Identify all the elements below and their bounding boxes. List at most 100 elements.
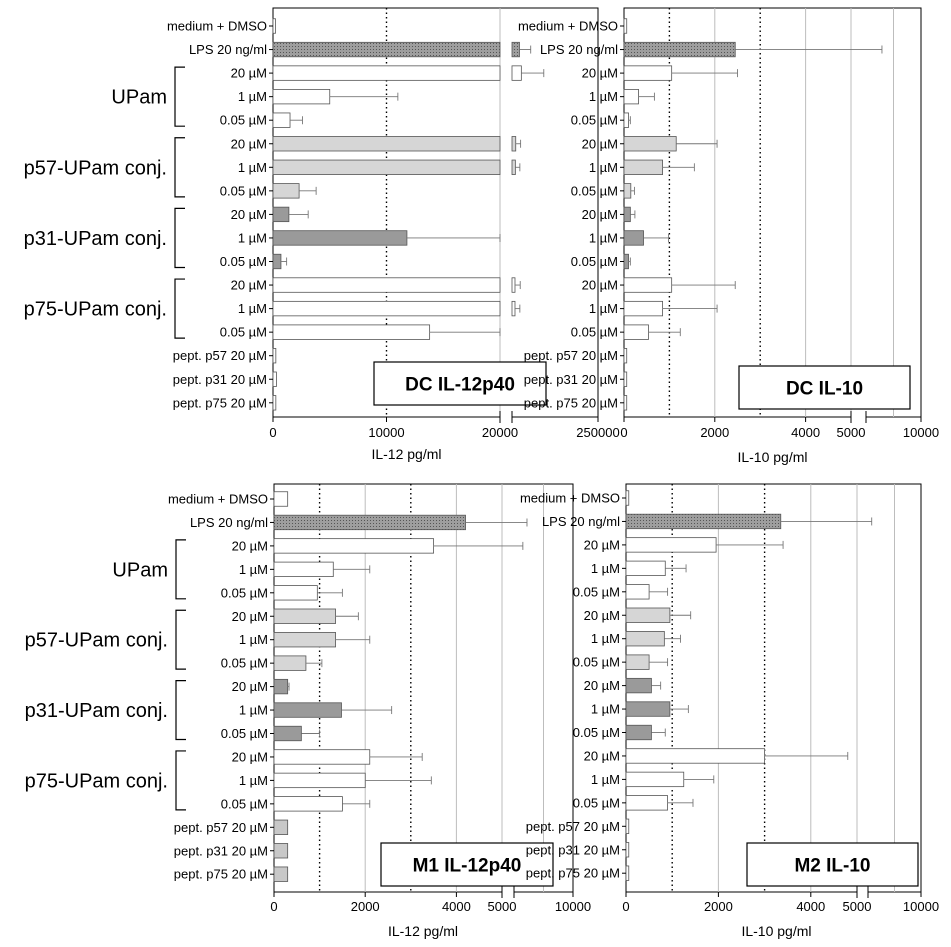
row-label: 1 µM — [589, 160, 618, 175]
bar — [273, 819, 289, 835]
row-label: pept. p57 20 µM — [526, 819, 620, 834]
bar — [272, 371, 277, 387]
row-label: pept. p75 20 µM — [173, 395, 267, 410]
chart-title: DC IL-12p40 — [405, 375, 515, 396]
bar — [272, 206, 290, 223]
row-label: pept. p75 20 µM — [174, 867, 268, 882]
bar — [623, 300, 663, 317]
x-tick-label: 4000 — [791, 425, 820, 440]
bar — [273, 866, 289, 882]
bar — [511, 159, 516, 175]
row-label: 20 µM — [231, 207, 267, 222]
bar — [272, 395, 277, 411]
row-label: 20 µM — [584, 748, 620, 763]
row-label: 0.05 µM — [571, 113, 618, 128]
row-label: medium + DMSO — [518, 19, 618, 34]
group-label: p75-UPam conj. — [25, 770, 168, 792]
bar — [272, 136, 501, 152]
row-label: 0.05 µM — [573, 725, 620, 740]
row-label: 1 µM — [591, 702, 620, 717]
row-label: 20 µM — [582, 278, 618, 293]
row-label: 0.05 µM — [571, 254, 618, 269]
title-box — [380, 842, 554, 887]
bar — [623, 65, 673, 81]
x-tick-label: 250000 — [576, 425, 619, 440]
x-axis-label: IL-12 pg/ml — [388, 923, 458, 939]
x-tick-label: 10000 — [903, 425, 939, 440]
bar — [625, 748, 766, 764]
row-label: 1 µM — [239, 703, 268, 718]
row-label: 1 µM — [589, 301, 618, 316]
chart-title: M1 IL-12p40 — [413, 856, 522, 877]
bar — [272, 89, 331, 105]
bar — [272, 41, 501, 58]
row-label: pept. p57 20 µM — [524, 348, 618, 363]
row-label: pept. p31 20 µM — [174, 843, 268, 858]
row-label: 1 µM — [238, 89, 267, 104]
row-label: 20 µM — [232, 679, 268, 694]
row-label: 0.05 µM — [573, 795, 620, 810]
bar — [272, 18, 276, 34]
row-label: 20 µM — [231, 136, 267, 151]
row-label: pept. p31 20 µM — [524, 372, 618, 387]
group-label: UPam — [111, 87, 167, 109]
bar — [623, 371, 628, 387]
bar — [625, 724, 652, 741]
axis-break-mask — [857, 891, 868, 894]
row-label: 0.05 µM — [221, 656, 268, 671]
x-tick-label: 20000 — [482, 425, 518, 440]
bar — [511, 65, 522, 81]
bar — [625, 654, 650, 670]
row-label: 0.05 µM — [220, 325, 267, 340]
bar — [272, 253, 282, 270]
bar — [272, 65, 501, 81]
bar — [273, 725, 302, 742]
x-tick-label: 2000 — [704, 899, 733, 914]
bar — [623, 206, 631, 223]
row-label: 0.05 µM — [220, 254, 267, 269]
bar — [623, 348, 628, 364]
bar — [623, 253, 629, 270]
bar — [273, 608, 336, 624]
bar — [623, 41, 736, 58]
bar — [273, 749, 371, 765]
bar — [625, 584, 650, 600]
bar — [511, 41, 520, 58]
row-label: pept. p57 20 µM — [173, 348, 267, 363]
row-label: 1 µM — [591, 772, 620, 787]
row-label: 1 µM — [238, 230, 267, 245]
row-label: 0.05 µM — [221, 585, 268, 600]
group-label: UPam — [112, 559, 168, 581]
chart-panel-3: medium + DMSO LPS 20 ng/ml 20 µM 1 µM 0.05 µ… — [25, 483, 591, 939]
x-tick-label: 4000 — [442, 899, 471, 914]
group-label: p57-UPam conj. — [25, 630, 168, 652]
x-tick-label: 0 — [270, 899, 277, 914]
group-label: p31-UPam conj. — [25, 700, 168, 722]
x-tick-label: 0 — [620, 425, 627, 440]
row-label: 1 µM — [589, 230, 618, 245]
bar — [273, 585, 318, 601]
x-axis-label: IL-12 pg/ml — [371, 446, 441, 462]
bar — [273, 632, 336, 648]
axis-break-mask — [500, 416, 512, 419]
axis-break-mask — [502, 891, 514, 894]
bar — [273, 538, 435, 554]
row-label: 1 µM — [238, 301, 267, 316]
bar — [272, 159, 501, 175]
group-bracket — [175, 680, 186, 741]
group-bracket — [174, 66, 185, 127]
row-label: pept. p31 20 µM — [173, 372, 267, 387]
bar — [625, 842, 630, 858]
bar — [625, 795, 668, 811]
group-bracket — [174, 278, 185, 339]
bar — [625, 818, 630, 834]
bar — [272, 324, 431, 340]
bar — [273, 843, 289, 859]
row-label: pept. p57 20 µM — [174, 820, 268, 835]
row-label: 20 µM — [582, 136, 618, 151]
bar — [625, 560, 666, 576]
bar — [625, 771, 685, 788]
group-bracket — [175, 750, 186, 811]
bar — [272, 348, 277, 364]
row-label: 1 µM — [589, 89, 618, 104]
